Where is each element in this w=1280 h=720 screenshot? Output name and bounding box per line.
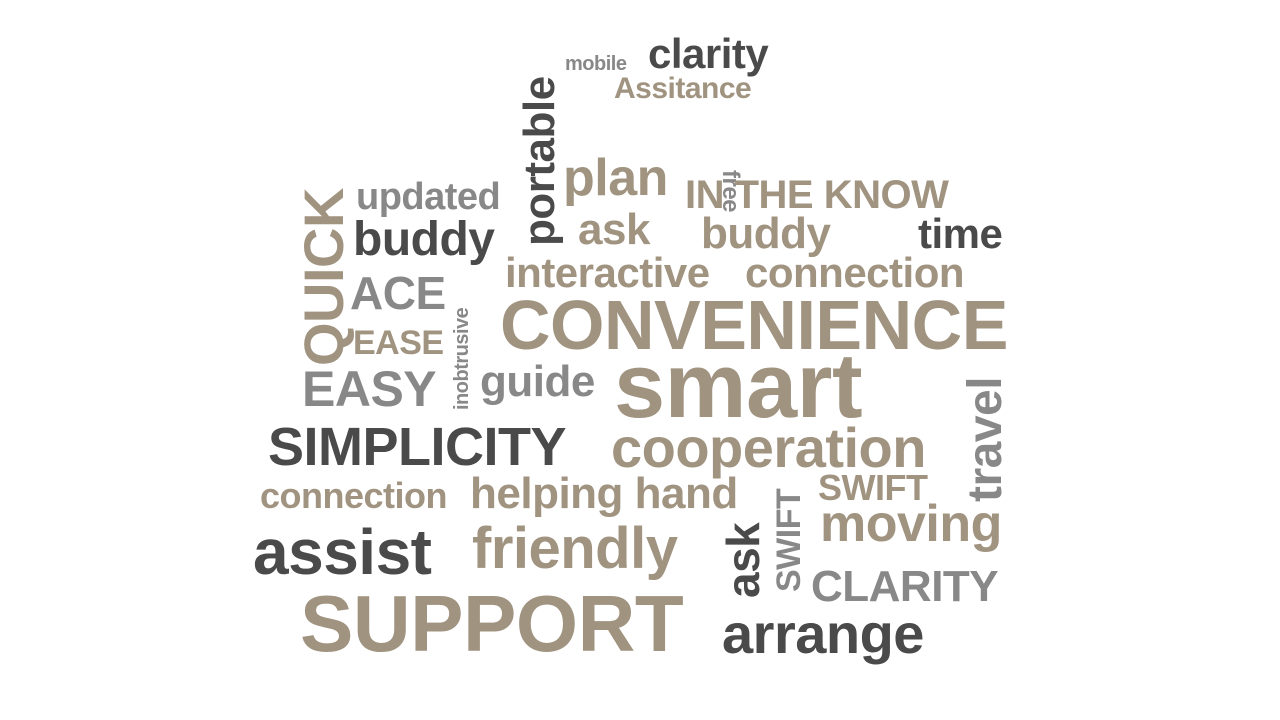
word-time: time: [918, 210, 1003, 257]
word-interactive: interactive: [505, 249, 710, 296]
word-buddy: buddy: [353, 213, 495, 266]
word-mobile: mobile: [565, 53, 627, 75]
word-updated: updated: [356, 176, 501, 218]
word-cooperation: cooperation: [611, 416, 926, 479]
word-convenience: CONVENIENCE: [500, 286, 1008, 364]
word-helping-hand: helping hand: [470, 469, 738, 518]
word-clarity: clarity: [648, 30, 769, 77]
word-easy: EASY: [302, 361, 437, 417]
word-ask: ask: [578, 205, 650, 254]
word-swift: SWIFT: [770, 488, 808, 592]
word-support: SUPPORT: [300, 579, 684, 668]
word-arrange: arrange: [722, 602, 924, 665]
word-buddy: buddy: [701, 209, 831, 258]
word-assitance: Assitance: [614, 72, 752, 105]
word-plan: plan: [563, 149, 668, 207]
word-simplicity: SIMPLICITY: [268, 417, 567, 477]
word-connection: connection: [260, 475, 448, 516]
word-in-the-know: IN THE KNOW: [685, 173, 949, 217]
word-inobtrusive: inobtrusive: [451, 307, 473, 410]
word-portable: portable: [515, 76, 564, 246]
word-friendly: friendly: [472, 516, 678, 581]
word-smart: smart: [614, 335, 863, 437]
word-clarity: CLARITY: [811, 562, 999, 611]
word-ace: ACE: [350, 267, 446, 319]
word-assist: assist: [253, 516, 432, 588]
word-ask: ask: [717, 522, 769, 598]
word-connection: connection: [745, 249, 965, 296]
word-quick: QUICK: [292, 188, 355, 366]
word-guide: guide: [480, 357, 595, 406]
word-travel: travel: [959, 376, 1012, 502]
word-swift: SWIFT: [818, 467, 928, 508]
word-moving: moving: [820, 495, 1002, 553]
word-ease: EASE: [353, 324, 444, 362]
